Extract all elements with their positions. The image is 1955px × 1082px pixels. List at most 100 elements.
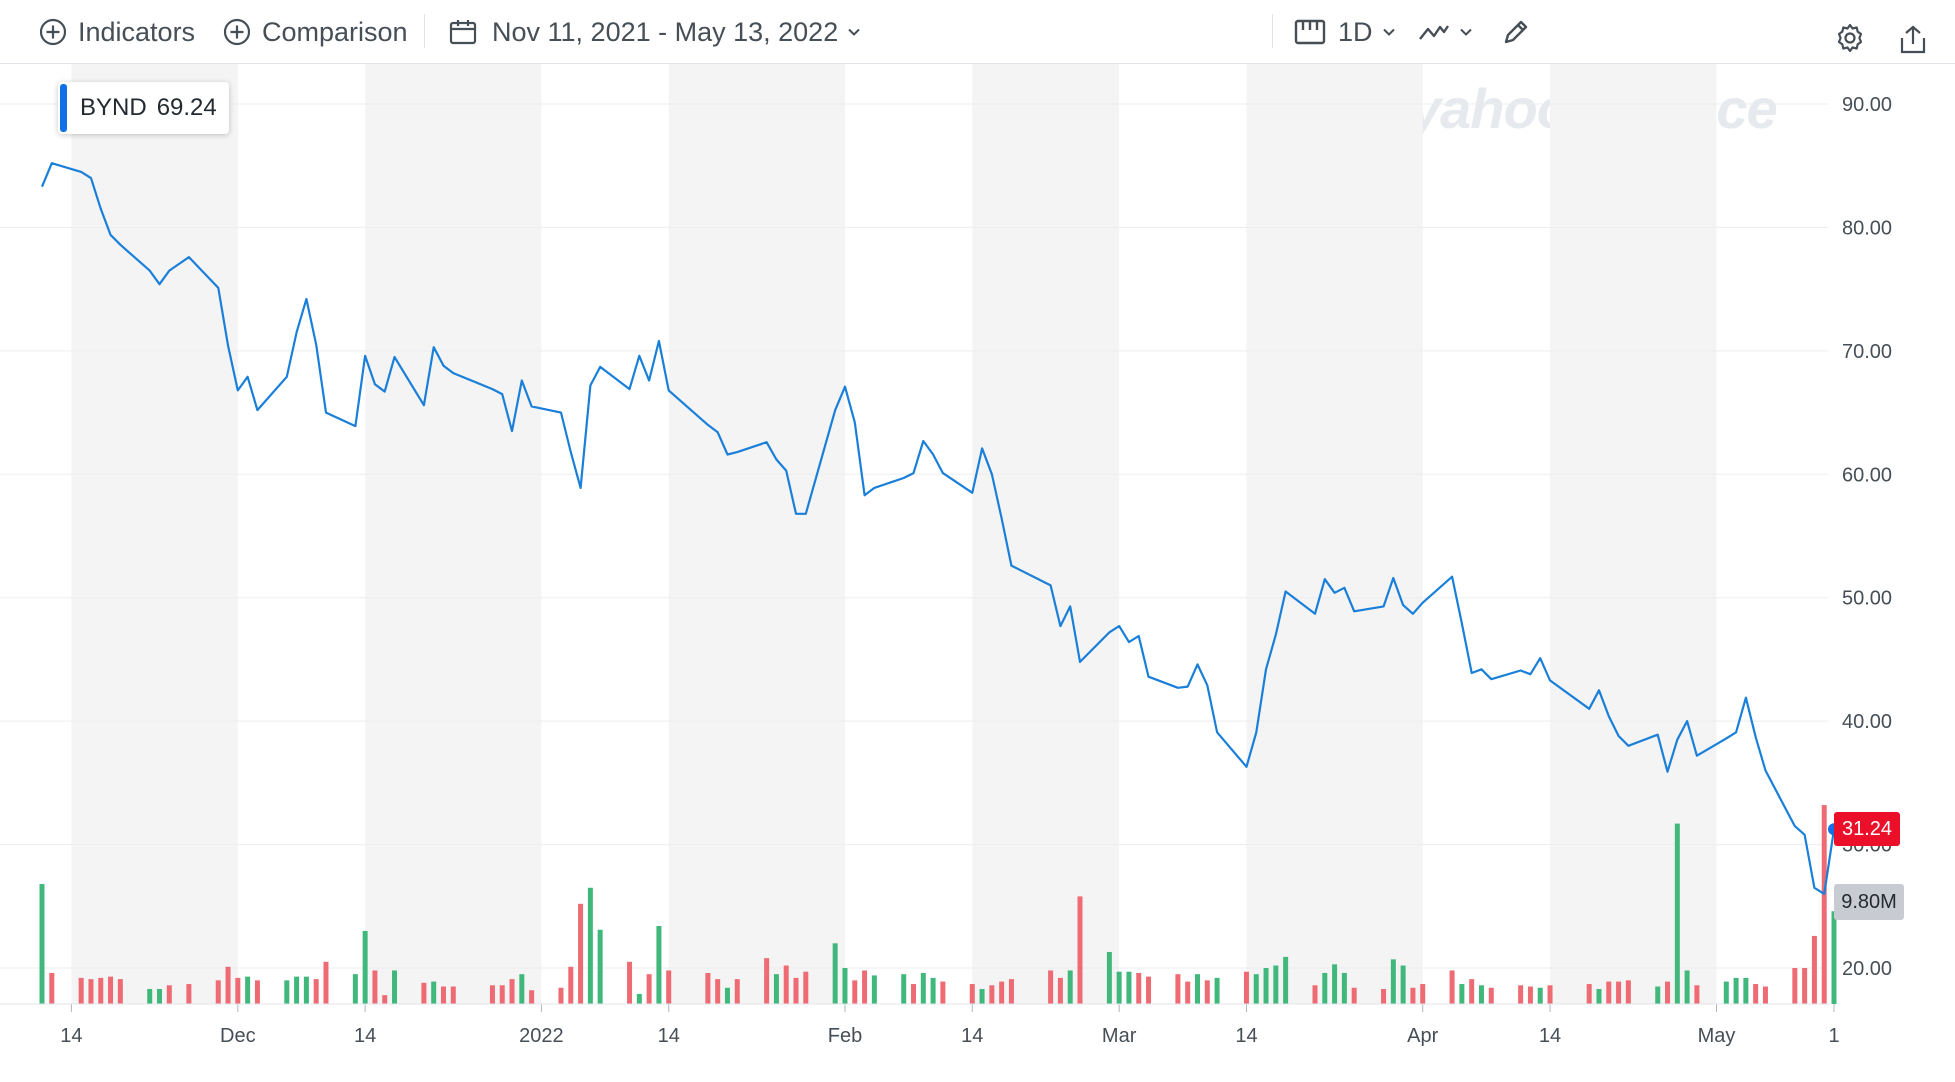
volume-bar [108, 976, 114, 1004]
volume-bar [1410, 987, 1416, 1004]
volume-bar [1723, 981, 1729, 1004]
volume-bar [157, 988, 163, 1004]
volume-bar [323, 961, 329, 1004]
calendar-icon [448, 17, 478, 47]
volume-bar [166, 985, 172, 1004]
volume-bar [88, 979, 94, 1004]
volume-bar [666, 970, 672, 1004]
indicators-label: Indicators [78, 16, 196, 47]
volume-bar [1136, 972, 1142, 1004]
add-circle-icon [222, 17, 252, 47]
volume-bar [1214, 977, 1220, 1004]
settings-button[interactable] [1834, 14, 1866, 62]
volume-bar [646, 974, 652, 1004]
shaded-band [1550, 64, 1717, 1004]
volume-bar [489, 985, 495, 1004]
date-range-label: Nov 11, 2021 - May 13, 2022 [492, 16, 839, 47]
volume-bar [98, 977, 104, 1004]
price-chart[interactable]: 90.0080.0070.0060.0050.0040.0030.0020.00… [0, 64, 1955, 1082]
volume-bar [920, 972, 926, 1004]
volume-bar [1753, 984, 1759, 1004]
comparison-button[interactable]: Comparison [222, 8, 408, 56]
volume-bar [1469, 979, 1475, 1004]
volume-bar [597, 929, 603, 1004]
volume-bar [1449, 970, 1455, 1004]
interval-selector[interactable]: 1D [1294, 8, 1397, 56]
y-tick-label: 70.00 [1842, 341, 1892, 363]
volume-bar [1057, 977, 1063, 1004]
volume-bar [1821, 805, 1827, 1004]
volume-bar [734, 979, 740, 1004]
volume-bar [1263, 968, 1269, 1004]
x-tick-label: Feb [828, 1025, 862, 1047]
volume-bar [1811, 935, 1817, 1004]
interval-label: 1D [1338, 16, 1373, 47]
indicators-button[interactable]: Indicators [38, 8, 195, 56]
volume-bar [1048, 970, 1054, 1004]
volume-bar [1420, 984, 1426, 1004]
volume-bar [303, 976, 309, 1004]
volume-bar [773, 974, 779, 1004]
volume-bar [529, 990, 535, 1004]
volume-bar [1273, 965, 1279, 1004]
volume-bar [245, 976, 251, 1004]
volume-bar [392, 970, 398, 1004]
volume-bar [705, 972, 711, 1004]
shaded-band [365, 64, 542, 1004]
volume-bar [39, 884, 45, 1004]
volume-bar [1762, 986, 1768, 1004]
volume-bar [421, 982, 427, 1004]
last-price-badge: 31.24 [1834, 812, 1900, 846]
volume-bar [1547, 985, 1553, 1004]
volume-bar [450, 986, 456, 1004]
volume-bar [1106, 951, 1112, 1004]
crosshair-tooltip: BYND 69.24 [58, 82, 229, 134]
volume-bar [1351, 987, 1357, 1004]
volume-bar [568, 966, 574, 1004]
candle-interval-icon [1294, 17, 1326, 47]
volume-bar [509, 979, 515, 1004]
volume-bar [852, 980, 858, 1004]
chevron-down-icon [1458, 24, 1474, 40]
volume-bar [1243, 971, 1249, 1004]
volume-bar [1341, 972, 1347, 1004]
volume-bar [1332, 964, 1338, 1004]
volume-bar [1077, 896, 1083, 1004]
volume-bar [1459, 984, 1465, 1004]
volume-bar [1381, 988, 1387, 1004]
volume-bar [715, 979, 721, 1004]
volume-bar [440, 986, 446, 1004]
volume-bar [1478, 985, 1484, 1004]
x-tick-label: 14 [1539, 1025, 1561, 1047]
draw-button[interactable] [1500, 8, 1532, 56]
volume-bar [225, 966, 231, 1004]
volume-bar [519, 974, 525, 1004]
series-color-marker [60, 84, 67, 132]
volume-bar [1694, 985, 1700, 1004]
volume-bar [764, 958, 770, 1004]
shaded-band [668, 64, 845, 1004]
y-tick-label: 20.00 [1842, 958, 1892, 980]
volume-bar [147, 988, 153, 1004]
volume-bar [1802, 968, 1808, 1004]
comparison-label: Comparison [262, 16, 408, 47]
volume-bar [313, 979, 319, 1004]
volume-bar [1488, 987, 1494, 1004]
tooltip-symbol: BYND [80, 94, 147, 121]
share-button[interactable] [1898, 16, 1928, 64]
volume-bar [1733, 977, 1739, 1004]
tooltip-value: 69.24 [156, 94, 217, 121]
volume-bar [1146, 976, 1152, 1004]
date-range-picker[interactable]: Nov 11, 2021 - May 13, 2022 [448, 8, 862, 56]
chart-type-selector[interactable] [1418, 8, 1474, 56]
volume-bar [1194, 974, 1200, 1004]
volume-bar [382, 995, 388, 1004]
volume-bar [1665, 981, 1671, 1004]
volume-bar [656, 926, 662, 1004]
volume-bar [117, 979, 123, 1004]
volume-bar [1537, 987, 1543, 1004]
volume-bar [1312, 985, 1318, 1004]
volume-bar [578, 903, 584, 1004]
volume-bar [1674, 823, 1680, 1004]
volume-bar [1655, 986, 1661, 1004]
